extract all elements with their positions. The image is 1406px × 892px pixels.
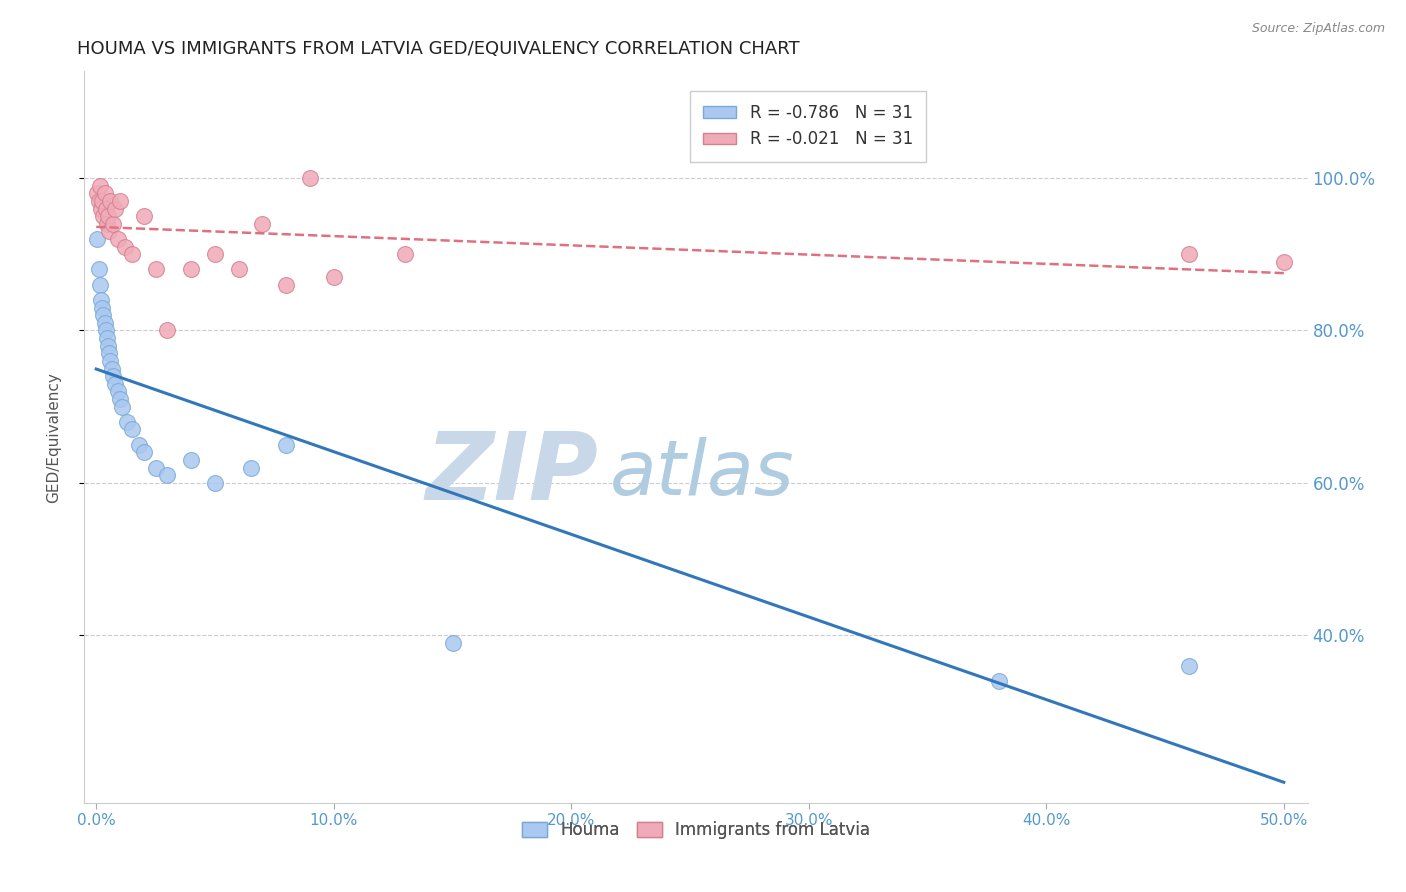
Point <box>93 308 115 322</box>
Point <box>145 460 167 475</box>
Point <box>93 186 115 201</box>
Point <box>90 293 112 307</box>
Text: ZIP: ZIP <box>425 427 598 520</box>
Point <box>108 194 131 208</box>
Point <box>90 202 112 216</box>
Point <box>298 171 321 186</box>
Point <box>94 323 117 337</box>
Point <box>97 209 120 223</box>
Point <box>1272 255 1295 269</box>
Point <box>107 232 129 246</box>
Point <box>96 217 118 231</box>
Point <box>145 262 167 277</box>
Point <box>394 247 416 261</box>
Point <box>101 369 124 384</box>
Point <box>132 445 155 459</box>
Point <box>1178 658 1201 673</box>
Point <box>104 202 127 216</box>
Point <box>96 331 118 345</box>
Point <box>322 270 344 285</box>
Point <box>121 247 143 261</box>
Point <box>104 376 127 391</box>
Point <box>276 277 298 292</box>
Point <box>89 178 111 193</box>
Point <box>180 453 202 467</box>
Point <box>91 301 114 315</box>
Point <box>101 217 124 231</box>
Point <box>98 224 121 238</box>
Point <box>114 239 136 253</box>
Point <box>987 673 1010 688</box>
Point <box>441 636 464 650</box>
Point <box>86 232 108 246</box>
Point <box>87 262 110 277</box>
Point <box>180 262 202 277</box>
Point <box>252 217 274 231</box>
Point <box>89 277 111 292</box>
Point <box>228 262 250 277</box>
Point <box>94 202 117 216</box>
Legend: Houma, Immigrants from Latvia: Houma, Immigrants from Latvia <box>516 814 876 846</box>
Point <box>97 339 120 353</box>
Point <box>128 438 150 452</box>
Point <box>276 438 298 452</box>
Point <box>93 316 115 330</box>
Point <box>121 422 143 436</box>
Point <box>100 361 122 376</box>
Point <box>93 209 115 223</box>
Text: HOUMA VS IMMIGRANTS FROM LATVIA GED/EQUIVALENCY CORRELATION CHART: HOUMA VS IMMIGRANTS FROM LATVIA GED/EQUI… <box>77 40 800 58</box>
Point <box>156 323 179 337</box>
Point <box>204 475 226 490</box>
Point <box>1178 247 1201 261</box>
Text: Source: ZipAtlas.com: Source: ZipAtlas.com <box>1251 22 1385 36</box>
Point <box>100 194 122 208</box>
Point <box>87 194 110 208</box>
Point <box>91 194 114 208</box>
Text: atlas: atlas <box>610 437 794 510</box>
Point <box>107 384 129 399</box>
Point <box>239 460 262 475</box>
Point <box>111 400 134 414</box>
Point <box>86 186 108 201</box>
Point <box>108 392 131 406</box>
Point <box>115 415 138 429</box>
Point <box>156 468 179 483</box>
Point <box>98 346 121 360</box>
Point <box>204 247 226 261</box>
Y-axis label: GED/Equivalency: GED/Equivalency <box>46 372 60 502</box>
Point <box>132 209 155 223</box>
Point <box>100 354 122 368</box>
